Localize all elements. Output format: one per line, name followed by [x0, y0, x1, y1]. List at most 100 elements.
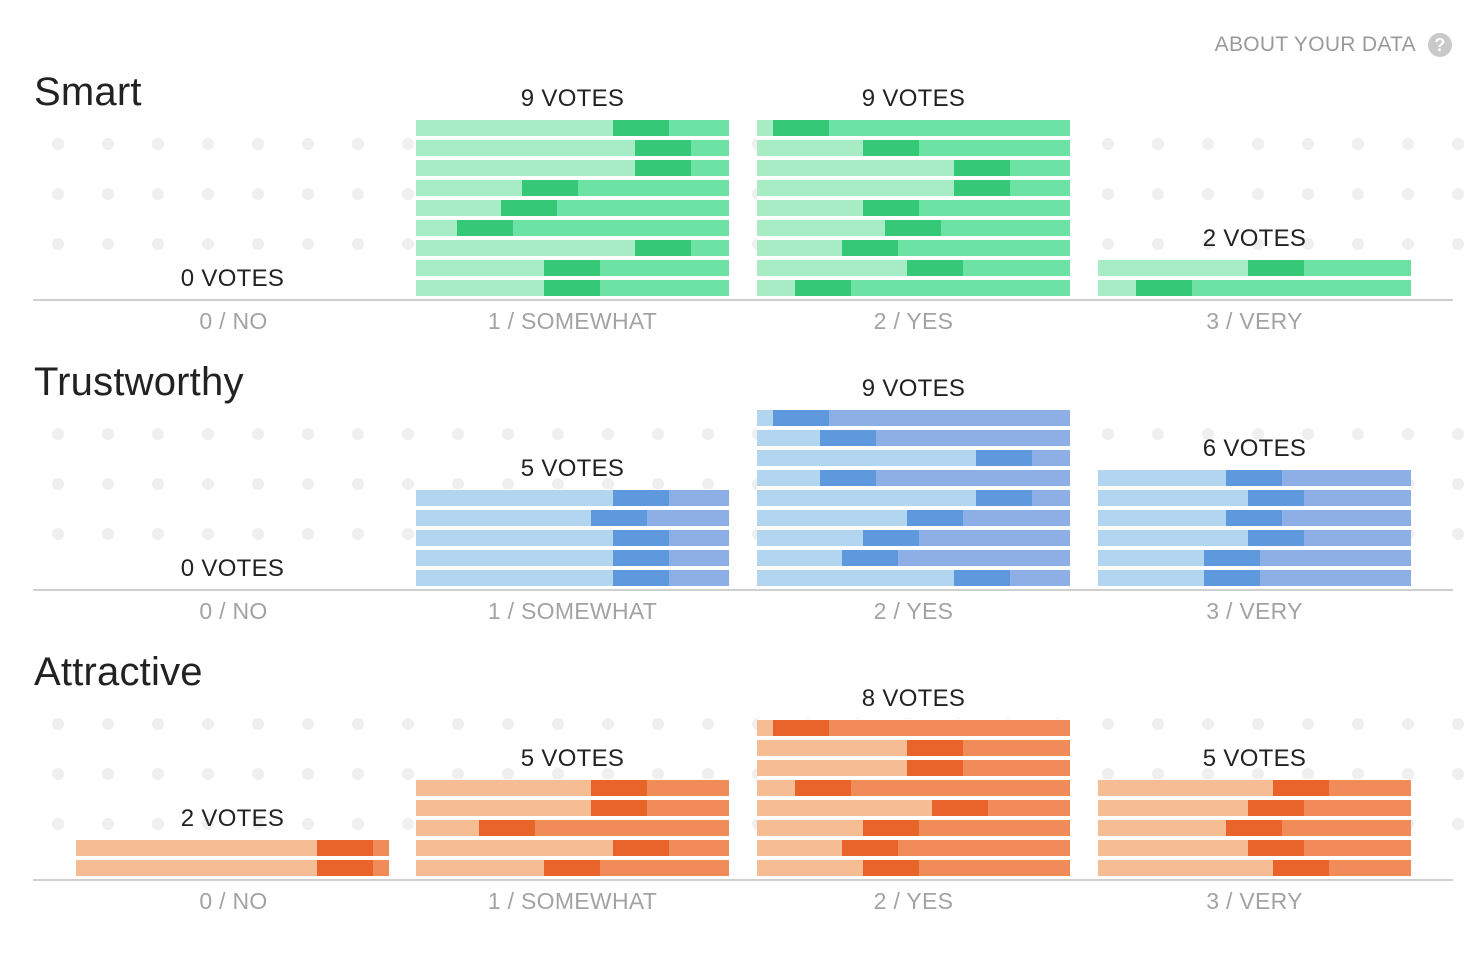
grid-dot [1252, 188, 1264, 200]
grid-dot [1152, 718, 1164, 730]
vote-bar[interactable] [416, 280, 729, 296]
vote-bar[interactable] [416, 510, 729, 526]
vote-bar[interactable] [757, 760, 1070, 776]
vote-bar[interactable] [416, 800, 729, 816]
grid-dot [202, 138, 214, 150]
vote-bar[interactable] [416, 530, 729, 546]
vote-bar[interactable] [1098, 840, 1411, 856]
vote-bar[interactable] [757, 120, 1070, 136]
vote-bar[interactable] [416, 860, 729, 876]
vote-bar[interactable] [757, 720, 1070, 736]
vote-bar[interactable] [1098, 530, 1411, 546]
vote-bar[interactable] [416, 120, 729, 136]
grid-dot [1452, 818, 1464, 830]
grid-dot [702, 478, 714, 490]
vote-bar[interactable] [757, 800, 1070, 816]
vote-bar[interactable] [416, 160, 729, 176]
vote-bar-lead [416, 860, 544, 876]
vote-bar[interactable] [757, 220, 1070, 236]
vote-bar-lead [757, 510, 907, 526]
chart-baseline [33, 589, 1453, 591]
vote-bar[interactable] [1098, 550, 1411, 566]
vote-bar[interactable] [416, 200, 729, 216]
vote-bar[interactable] [1098, 490, 1411, 506]
vote-bar[interactable] [1098, 820, 1411, 836]
grid-dot [452, 768, 464, 780]
vote-bar-lead [416, 570, 613, 586]
vote-bar-lead [757, 720, 773, 736]
vote-bar[interactable] [757, 280, 1070, 296]
vote-bar[interactable] [416, 550, 729, 566]
vote-bar[interactable] [1098, 260, 1411, 276]
vote-bar-marker [954, 160, 1010, 176]
vote-bar[interactable] [416, 820, 729, 836]
vote-bar[interactable] [757, 550, 1070, 566]
vote-bar-marker [773, 410, 829, 426]
vote-bar[interactable] [1098, 800, 1411, 816]
vote-bar[interactable] [1098, 470, 1411, 486]
vote-bar[interactable] [416, 140, 729, 156]
vote-bar[interactable] [757, 570, 1070, 586]
vote-bar-tail [963, 740, 1070, 756]
vote-bar[interactable] [757, 180, 1070, 196]
grid-dot [1252, 138, 1264, 150]
vote-bar[interactable] [416, 570, 729, 586]
grid-dot [352, 528, 364, 540]
vote-bar[interactable] [1098, 860, 1411, 876]
vote-bar[interactable] [757, 450, 1070, 466]
grid-dot [252, 478, 264, 490]
vote-bar-lead [416, 550, 613, 566]
grid-dot [52, 188, 64, 200]
vote-bar[interactable] [757, 140, 1070, 156]
vote-bar[interactable] [757, 470, 1070, 486]
vote-bar-tail [578, 180, 729, 196]
vote-bar[interactable] [76, 860, 389, 876]
vote-bar[interactable] [757, 780, 1070, 796]
vote-bar[interactable] [757, 410, 1070, 426]
grid-dot [502, 768, 514, 780]
vote-bar-tail [1260, 570, 1411, 586]
vote-bar-tail [919, 820, 1070, 836]
vote-bar-marker [635, 240, 691, 256]
vote-bar[interactable] [757, 740, 1070, 756]
grid-dot [1352, 188, 1364, 200]
grid-dot [302, 188, 314, 200]
vote-bar[interactable] [416, 840, 729, 856]
vote-bar[interactable] [757, 490, 1070, 506]
grid-dot [1402, 138, 1414, 150]
vote-bar[interactable] [757, 530, 1070, 546]
vote-bar[interactable] [1098, 280, 1411, 296]
grid-dot [602, 428, 614, 440]
vote-bar[interactable] [757, 200, 1070, 216]
vote-bar[interactable] [757, 430, 1070, 446]
vote-bar[interactable] [1098, 510, 1411, 526]
vote-bar[interactable] [416, 220, 729, 236]
vote-bar[interactable] [76, 840, 389, 856]
grid-dot [302, 138, 314, 150]
vote-bar[interactable] [757, 260, 1070, 276]
vote-bar[interactable] [416, 240, 729, 256]
vote-bar[interactable] [757, 820, 1070, 836]
vote-bar[interactable] [757, 160, 1070, 176]
vote-bar[interactable] [757, 860, 1070, 876]
vote-bar[interactable] [1098, 570, 1411, 586]
vote-bar-lead [757, 430, 820, 446]
vote-bar[interactable] [1098, 780, 1411, 796]
about-your-data-link[interactable]: ABOUT YOUR DATA ? [1215, 33, 1452, 57]
vote-bar[interactable] [416, 180, 729, 196]
grid-dot [402, 768, 414, 780]
vote-bar-tail [1304, 800, 1411, 816]
vote-bar-marker [1226, 470, 1282, 486]
vote-bar[interactable] [757, 510, 1070, 526]
vote-bar[interactable] [757, 240, 1070, 256]
vote-bar[interactable] [757, 840, 1070, 856]
category-label: 3 / VERY [1206, 888, 1303, 914]
vote-bar[interactable] [416, 780, 729, 796]
vote-bar[interactable] [416, 490, 729, 506]
grid-dot [1202, 768, 1214, 780]
grid-dot [152, 718, 164, 730]
grid-dot [152, 528, 164, 540]
vote-bar[interactable] [416, 260, 729, 276]
grid-dot [102, 428, 114, 440]
grid-dot [1452, 478, 1464, 490]
